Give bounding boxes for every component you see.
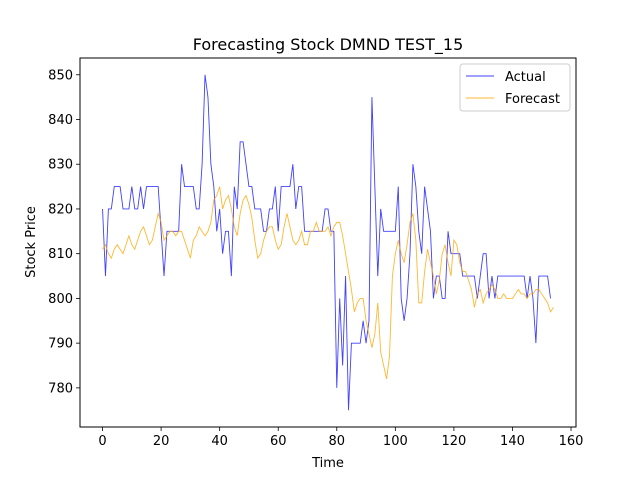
- y-tick-label: 850: [48, 68, 73, 83]
- series-line-forecast: [102, 186, 554, 380]
- y-tick-label: 800: [48, 292, 73, 307]
- x-axis-label: Time: [311, 456, 344, 471]
- y-tick-label: 820: [48, 202, 73, 217]
- x-tick-label: 160: [559, 434, 584, 449]
- plot-frame: [79, 57, 577, 428]
- x-tick-label: 100: [383, 434, 408, 449]
- x-tick-label: 0: [98, 434, 106, 449]
- series-line-actual: [102, 74, 551, 411]
- x-tick-label: 20: [153, 434, 170, 449]
- y-tick-label: 830: [48, 158, 73, 173]
- y-axis: 780 790 800 810 820 830 840 850: [48, 68, 80, 396]
- x-tick-label: 60: [270, 434, 287, 449]
- x-tick-label: 40: [211, 434, 228, 449]
- x-tick-label: 140: [500, 434, 525, 449]
- y-tick-label: 790: [48, 337, 73, 352]
- x-axis: 0 20 40 60 80 100 120 140 160: [98, 427, 583, 449]
- chart-title: Forecasting Stock DMND TEST_15: [193, 35, 464, 55]
- legend: Actual Forecast: [459, 63, 571, 112]
- x-tick-label: 120: [441, 434, 466, 449]
- series-layer: [102, 74, 554, 411]
- y-axis-label: Stock Price: [24, 206, 39, 278]
- y-tick-label: 840: [48, 113, 73, 128]
- y-tick-label: 780: [48, 381, 73, 396]
- legend-label-actual: Actual: [505, 70, 546, 85]
- y-tick-label: 810: [48, 247, 73, 262]
- x-tick-label: 80: [329, 434, 346, 449]
- legend-label-forecast: Forecast: [505, 92, 560, 107]
